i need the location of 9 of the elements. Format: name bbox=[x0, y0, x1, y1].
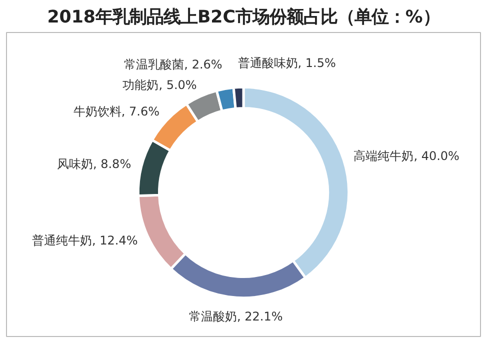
slice-label: 牛奶饮料, 7.6% bbox=[73, 104, 160, 119]
slice-label: 功能奶, 5.0% bbox=[122, 78, 197, 92]
slice-label: 高端纯牛奶, 40.0% bbox=[354, 149, 460, 164]
chart-title: 2018年乳制品线上B2C市场份额占比（单位：%） bbox=[47, 8, 440, 28]
slice-label: 普通纯牛奶, 12.4% bbox=[32, 233, 138, 248]
slice-label: 常温乳酸菌, 2.6% bbox=[124, 58, 222, 72]
slice-label: 普通酸味奶, 1.5% bbox=[238, 56, 336, 70]
slice-label: 风味奶, 8.8% bbox=[56, 157, 132, 172]
slice-label: 常温酸奶, 22.1% bbox=[188, 310, 283, 324]
